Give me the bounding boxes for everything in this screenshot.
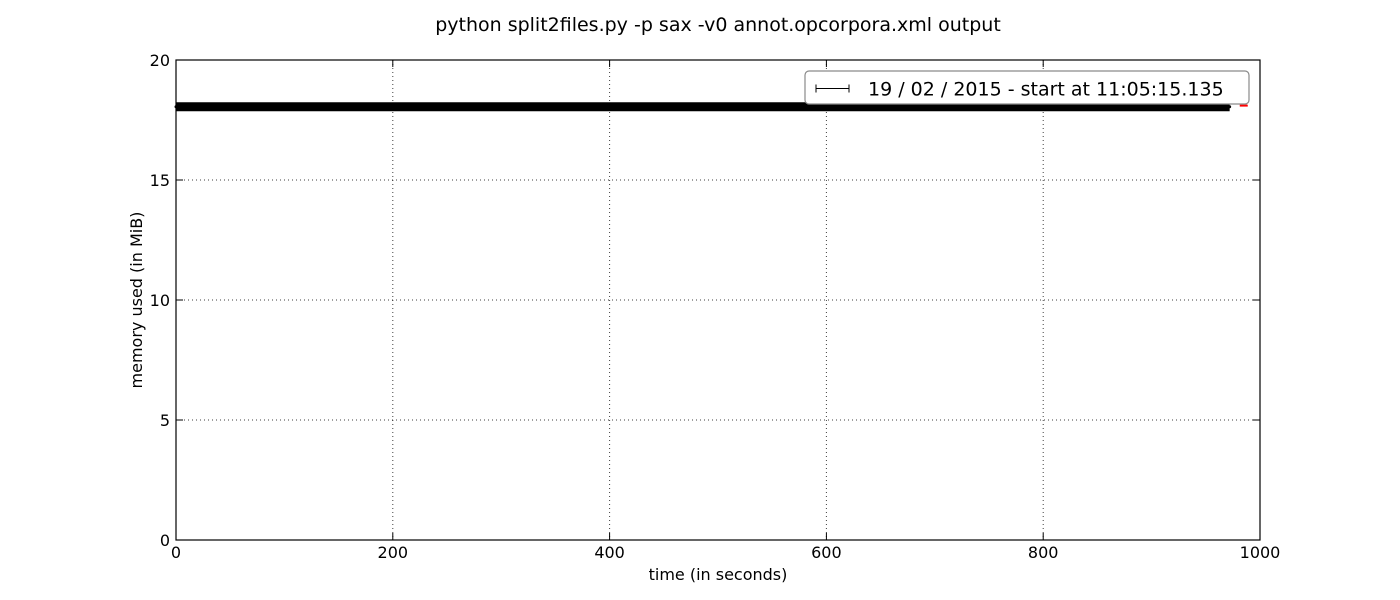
series-point	[282, 105, 286, 109]
series-point	[824, 105, 828, 109]
plot-area: 0 200 400 600 800 1000 0 5 10 15 20	[150, 51, 1281, 562]
x-tick-label: 600	[811, 543, 842, 562]
series-point	[499, 105, 503, 109]
y-tick-label: 10	[150, 291, 170, 310]
series-point	[933, 105, 937, 109]
series-point	[1150, 105, 1154, 109]
y-axis-label: memory used (in MiB)	[127, 212, 146, 389]
plot-frame	[175, 59, 1261, 541]
x-tick-label: 1000	[1240, 543, 1281, 562]
series-point	[1041, 105, 1045, 109]
legend: 19 / 02 / 2015 - start at 11:05:15.135	[804, 70, 1250, 105]
legend-box	[804, 70, 1250, 105]
x-axis-label: time (in seconds)	[649, 565, 788, 584]
x-tick-label: 400	[594, 543, 625, 562]
x-tick-label: 800	[1028, 543, 1059, 562]
series-point	[391, 105, 395, 109]
y-tick-label: 5	[160, 411, 170, 430]
series-point	[174, 105, 178, 109]
x-tick-label: 200	[378, 543, 409, 562]
y-tick-label: 0	[160, 531, 170, 550]
series-point	[608, 105, 612, 109]
series-point	[716, 105, 720, 109]
series-point	[1228, 105, 1232, 109]
x-tick-label: 0	[171, 543, 181, 562]
y-tick-label: 15	[150, 171, 170, 190]
chart-title: python split2files.py -p sax -v0 annot.o…	[435, 14, 1001, 36]
y-tick-label: 20	[150, 51, 170, 70]
legend-entry-label: 19 / 02 / 2015 - start at 11:05:15.135	[868, 79, 1224, 101]
